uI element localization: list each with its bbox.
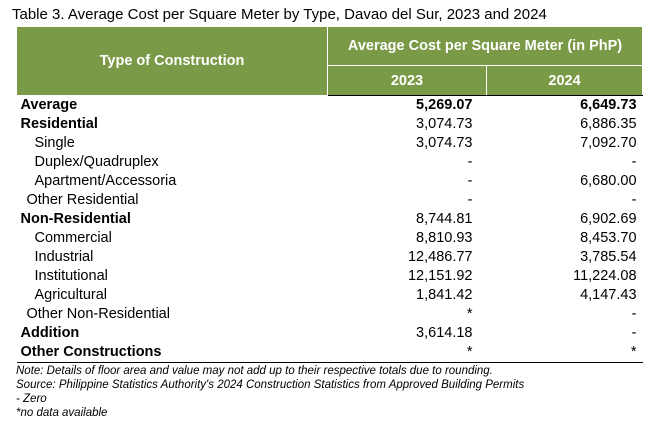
value-2024: 6,649.73 bbox=[580, 97, 637, 113]
row-label: Commercial bbox=[34, 230, 112, 246]
table-caption: Table 3. Average Cost per Square Meter b… bbox=[12, 6, 547, 23]
cost-table: Type of Construction Average Cost per Sq… bbox=[16, 26, 644, 363]
table-row: Other Non-Residential * - bbox=[17, 305, 643, 324]
table-notes: Note: Details of floor area and value ma… bbox=[16, 364, 524, 420]
value-2024: 4,147.43 bbox=[580, 287, 637, 303]
value-2023: 3,614.18 bbox=[416, 325, 473, 341]
value-2024: * bbox=[486, 343, 643, 363]
row-label: Non-Residential bbox=[20, 211, 131, 227]
value-2023: 3,074.73 bbox=[416, 135, 473, 151]
table-row: Other Residential - - bbox=[17, 191, 643, 210]
row-label: Agricultural bbox=[34, 287, 108, 303]
value-2023: 5,269.07 bbox=[416, 97, 473, 113]
value-2023: 12,151.92 bbox=[407, 268, 473, 284]
table-row: Institutional 12,151.92 11,224.08 bbox=[17, 267, 643, 286]
table-row: Non-Residential 8,744.81 6,902.69 bbox=[17, 210, 643, 229]
row-label: Apartment/Accessoria bbox=[34, 173, 177, 189]
table-row: Residential 3,074.73 6,886.35 bbox=[17, 115, 643, 134]
table-row: Single 3,074.73 7,092.70 bbox=[17, 134, 643, 153]
table-row: Duplex/Quadruplex - - bbox=[17, 153, 643, 172]
row-label: Other Non-Residential bbox=[26, 306, 170, 322]
value-2023: 8,744.81 bbox=[416, 211, 473, 227]
row-label: Duplex/Quadruplex bbox=[34, 154, 159, 170]
value-2024: 6,902.69 bbox=[580, 211, 637, 227]
value-2024: 7,092.70 bbox=[580, 135, 637, 151]
value-2024: - bbox=[631, 192, 637, 208]
rounding-note: Note: Details of floor area and value ma… bbox=[16, 365, 493, 377]
year-2024-header: 2024 bbox=[485, 65, 644, 96]
table-row: Agricultural 1,841.42 4,147.43 bbox=[17, 286, 643, 305]
table-row: Addition 3,614.18 - bbox=[17, 324, 643, 343]
row-label: Other Constructions bbox=[16, 343, 328, 363]
type-header: Type of Construction bbox=[16, 26, 328, 96]
value-2024: 8,453.70 bbox=[580, 230, 637, 246]
row-label: Other Residential bbox=[26, 192, 139, 208]
value-2023: - bbox=[467, 192, 473, 208]
row-label: Average bbox=[20, 97, 78, 113]
row-label: Residential bbox=[20, 116, 98, 132]
row-label: Institutional bbox=[34, 268, 108, 284]
table-row: Industrial 12,486.77 3,785.54 bbox=[17, 248, 643, 267]
table-row: Average 5,269.07 6,649.73 bbox=[17, 96, 643, 116]
value-2024: 6,680.00 bbox=[580, 173, 637, 189]
zero-legend: - Zero bbox=[16, 393, 47, 405]
value-2024: 3,785.54 bbox=[580, 249, 637, 265]
year-2023-header: 2023 bbox=[327, 65, 487, 96]
value-2024: - bbox=[631, 154, 637, 170]
row-label: Industrial bbox=[34, 249, 94, 265]
value-2023: - bbox=[467, 154, 473, 170]
row-label: Single bbox=[34, 135, 75, 151]
value-2023: * bbox=[327, 343, 487, 363]
table-row: Apartment/Accessoria - 6,680.00 bbox=[17, 172, 643, 191]
value-2023: 12,486.77 bbox=[407, 249, 473, 265]
value-2024: 6,886.35 bbox=[580, 116, 637, 132]
no-data-legend: *no data available bbox=[16, 407, 108, 419]
table-row: Other Constructions * * bbox=[16, 343, 643, 363]
value-2023: * bbox=[466, 306, 473, 322]
table-row: Commercial 8,810.93 8,453.70 bbox=[17, 229, 643, 248]
cost-group-header: Average Cost per Square Meter (in PhP) bbox=[326, 26, 644, 66]
value-2024: - bbox=[631, 325, 637, 341]
value-2023: 3,074.73 bbox=[416, 116, 473, 132]
value-2023: 1,841.42 bbox=[416, 287, 473, 303]
value-2023: - bbox=[467, 173, 473, 189]
value-2024: - bbox=[631, 306, 637, 322]
value-2024: 11,224.08 bbox=[573, 268, 637, 284]
row-label: Addition bbox=[20, 325, 80, 341]
value-2023: 8,810.93 bbox=[416, 230, 473, 246]
source-note: Source: Philippine Statistics Authority'… bbox=[16, 379, 525, 391]
